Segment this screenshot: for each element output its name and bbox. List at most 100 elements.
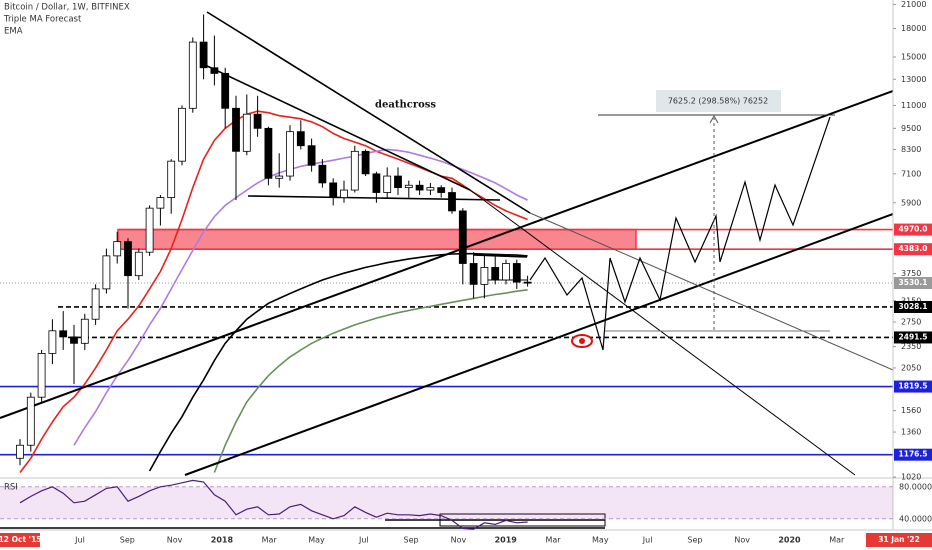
candle-body [188,41,197,109]
level-label-box [894,448,932,461]
candle-body [275,175,284,179]
level-label: 2491.5 [899,332,928,341]
x-tick-label: Sep [404,536,419,545]
downtrend-line [529,212,894,371]
y-tick-label: 13000 [901,75,926,84]
annotation: deathcross [375,100,436,111]
candle-body [167,160,176,198]
x-tick-label: 2018 [211,536,234,545]
candle-body [48,330,57,354]
forecast-path [529,116,831,351]
candle-body [480,267,489,285]
y-tick-label: 2050 [901,363,921,372]
range-end-box [866,533,932,547]
level-label: 1819.5 [899,382,928,391]
candle-body [372,173,381,193]
y-tick-label: 11000 [901,101,926,110]
y-tick-label: 18000 [901,24,926,33]
x-tick-label: Nov [167,536,183,545]
candle-body [102,255,111,290]
x-tick-label: Mar [829,536,845,545]
level-label-box [894,300,932,313]
candle-body [458,210,467,264]
x-tick-label: Sep [120,536,135,545]
x-tick-label: May [308,536,325,545]
moving-average-line [213,289,528,473]
candle-body [523,281,532,284]
x-tick-label: Mar [545,536,561,545]
candle-body [16,444,24,459]
candle-body [26,396,35,446]
symbol-title: Bitcoin / Dollar, 1W, BITFINEX [4,3,130,13]
measure-label: 7625.2 (298.58%) 76252 [668,97,768,106]
downtrend-line [204,64,471,191]
candle-body [91,288,100,320]
eye-pupil [579,338,585,344]
level-label: 3530.1 [899,278,928,287]
rsi-tick-label: 40.0000 [899,514,932,523]
range-start: 12 Oct '15 [0,535,41,544]
y-tick-label: 15000 [901,52,926,61]
candle-body [178,107,186,162]
level-label: 4383.0 [899,244,928,253]
candle-body [210,67,219,74]
measure-arrow-head [709,114,719,124]
x-tick-label: 2020 [778,536,801,545]
trend-lines [0,11,894,476]
level-label-box [894,223,932,236]
level-label-box [894,331,932,344]
candle-body [394,175,402,189]
candle-body [264,127,273,179]
candle-body [253,113,262,129]
candle-body [448,192,456,212]
candle-body [70,336,78,344]
candle-body [491,267,500,281]
level-label-box [894,380,932,393]
candle-body [512,263,521,283]
candle-body [426,187,435,191]
measure-box [656,90,781,112]
range-end: 31 Jan '22 [878,535,920,544]
rsi-line [19,479,528,530]
range-markers: 12 Oct '15 31 Jan '22 [0,533,932,547]
candle-body [329,182,338,198]
y-tick-label: 3750 [901,269,921,278]
candle-body [307,145,316,166]
x-tick-label: May [592,536,609,545]
y-tick-label: 9500 [901,124,921,133]
eye-icon [571,334,593,348]
candle-body [502,263,510,281]
candle-body [232,107,240,152]
candle-body [145,207,154,253]
indicator-title: Triple MA Forecast [3,15,82,25]
x-tick-label: Jul [358,536,369,545]
level-label: 3028.1 [899,302,928,311]
x-tick-label: Sep [687,536,702,545]
uptrend-line [0,90,894,419]
rsi-band [0,486,893,519]
level-label-box [894,243,932,256]
level-label: 4970.0 [899,225,928,234]
y-tick-label: 1560 [901,406,921,415]
uptrend-line [184,213,894,476]
x-tick-label: 2019 [495,536,518,545]
candle-body [156,197,165,209]
rsi-tick-label: 80.0000 [899,482,932,491]
y-tick-label: 2350 [901,342,921,351]
candle-body [296,131,305,147]
x-tick-label: Jul [74,536,85,545]
rsi-title: RSI [4,483,18,493]
range-start-box [0,533,40,547]
candle-body [221,73,230,109]
x-tick-label: Mar [262,536,278,545]
x-tick-label: Jul [642,536,653,545]
candle-body [383,175,392,193]
candle-body [404,184,413,189]
candle-body [437,187,446,193]
candle-body [242,113,251,152]
candle-body [415,184,424,191]
level-label-box [894,277,932,290]
y-tick-label: 2750 [901,318,921,327]
y-tick-label: 7100 [901,169,921,178]
